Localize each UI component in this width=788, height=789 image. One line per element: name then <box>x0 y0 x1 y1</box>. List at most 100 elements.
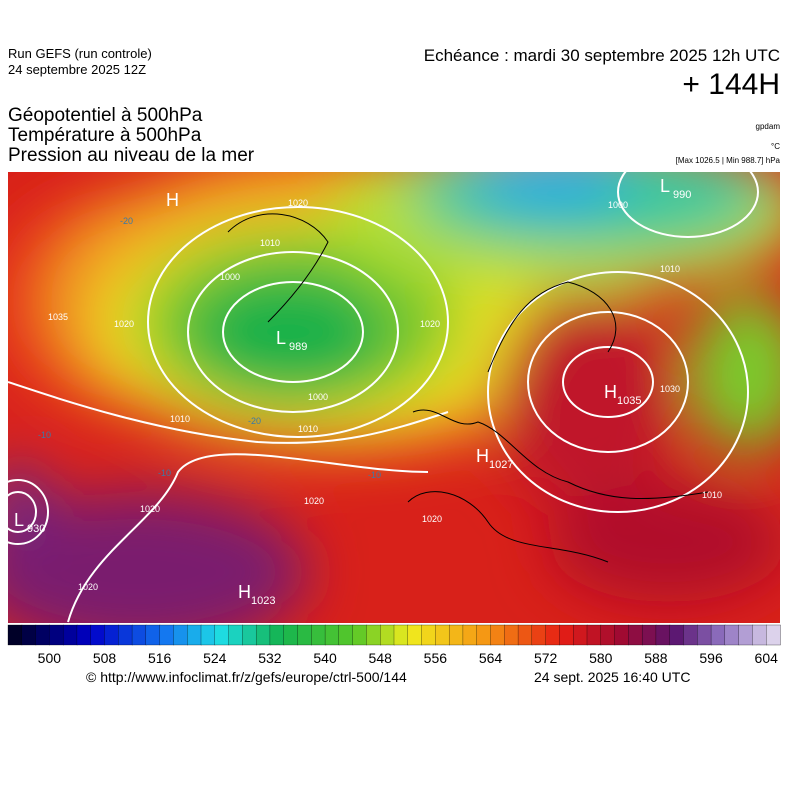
source-url[interactable]: © http://www.infoclimat.fr/z/gefs/europe… <box>86 669 407 685</box>
center-value: 930 <box>27 523 45 535</box>
contour-label: 1020 <box>422 514 442 524</box>
colorbar-cell <box>311 624 326 646</box>
center-letter: H <box>238 582 251 602</box>
colorbar-cell <box>421 624 437 646</box>
colorbar-cell <box>173 624 188 646</box>
colorbar-label: 524 <box>203 650 227 666</box>
center-value: 1035 <box>617 395 641 407</box>
colorbar-cell <box>710 624 726 646</box>
contour-label: 1020 <box>288 198 308 208</box>
colorbar-label: 500 <box>38 650 62 666</box>
field: Géopotentiel à 500hPa <box>8 105 203 126</box>
colorbar-cell <box>49 624 64 646</box>
colorbar-cell <box>573 624 588 646</box>
colorbar-cell <box>545 624 561 646</box>
contour-label: 1000 <box>308 392 328 402</box>
colorbar-cell <box>462 624 478 646</box>
contour-label: -10 <box>158 468 171 478</box>
colorbar-cell <box>297 624 312 646</box>
colorbar-cell <box>76 624 92 646</box>
colorbar-cell <box>338 624 354 646</box>
colorbar-label: 532 <box>258 650 282 666</box>
colorbar-cell <box>738 624 754 646</box>
colorbar-cell <box>490 624 505 646</box>
colorbar-cell <box>159 624 175 646</box>
contour-label: 1010 <box>660 264 680 274</box>
colorbar-cell <box>697 624 712 646</box>
colorbar-cell <box>407 624 423 646</box>
colorbar-cell <box>255 624 271 646</box>
colorbar-cell <box>200 624 216 646</box>
contour-label: 1000 <box>220 272 240 282</box>
contour-label: 1020 <box>140 504 160 514</box>
colorbar-cell <box>669 624 685 646</box>
center-value: 990 <box>673 189 691 201</box>
colorbar-cell <box>766 624 781 646</box>
colorbar-cell <box>435 624 450 646</box>
colorbar-cell <box>21 624 37 646</box>
colorbar-cell <box>683 624 698 646</box>
colorbar-cell <box>476 624 492 646</box>
colorbar-cell <box>366 624 381 646</box>
contour-label: 1010 <box>260 238 280 248</box>
run: Run GEFS (run controle) <box>8 46 152 61</box>
contour-label: 1020 <box>78 582 98 592</box>
colorbar-cell <box>448 624 464 646</box>
colorbar-cell <box>118 624 133 646</box>
colorbar-cell <box>724 624 740 646</box>
colorbar-cell <box>7 624 23 646</box>
center-value: 1027 <box>489 459 513 471</box>
colorbar-label: 516 <box>148 650 172 666</box>
colorbar-label: 540 <box>313 650 337 666</box>
center-value: 989 <box>289 341 307 353</box>
contour-label: -10 <box>38 430 51 440</box>
center-letter: L <box>276 328 286 348</box>
colorbar-cell <box>559 624 574 646</box>
colorbar-label: 564 <box>479 650 503 666</box>
center-value: 1023 <box>251 595 275 607</box>
colorbar-cell <box>517 624 533 646</box>
colorbar-cell <box>228 624 244 646</box>
field: Pression au niveau de la mer <box>8 145 255 166</box>
colorbar-cell <box>504 624 519 646</box>
colorbar-cell <box>531 624 547 646</box>
contour-label: 1010 <box>298 424 318 434</box>
contour-label: -20 <box>248 416 261 426</box>
colorbar-label: 604 <box>755 650 779 666</box>
colorbar-label: 588 <box>644 650 668 666</box>
center-letter: H <box>604 382 617 402</box>
colorbar: 500 508 516 524 532 540 548 556 564 572 580 588 596 6… <box>7 624 781 666</box>
footer-date: 24 sept. 2025 16:40 UTC <box>534 669 691 685</box>
colorbar-label: 596 <box>699 650 723 666</box>
colorbar-cell <box>35 624 51 646</box>
center-letter: L <box>14 510 24 530</box>
colorbar-cell <box>104 624 119 646</box>
colorbar-cell <box>393 624 409 646</box>
colorbar-cell <box>62 624 78 646</box>
center-letter: H <box>166 190 179 210</box>
contour-label: 1020 <box>304 496 324 506</box>
contour-label: 1030 <box>660 384 680 394</box>
colorbar-label: 556 <box>424 650 448 666</box>
lead-time: + 144H <box>682 68 780 101</box>
colorbar-cell <box>641 624 657 646</box>
colorbar-cell <box>242 624 257 646</box>
colorbar-cell <box>283 624 299 646</box>
colorbar-cell <box>214 624 230 646</box>
contour-label: 1020 <box>420 319 440 329</box>
colorbar-cell <box>324 624 340 646</box>
colorbar-cell <box>90 624 106 646</box>
contour-label: -20 <box>120 216 133 226</box>
center-letter: H <box>476 446 489 466</box>
center-letter: L <box>660 176 670 196</box>
colorbar-cell <box>586 624 602 646</box>
colorbar-cell <box>187 624 202 646</box>
field: Température à 500hPa <box>8 125 202 146</box>
contour-label: 1010 <box>702 490 722 500</box>
contour-label: -10 <box>368 470 381 480</box>
colorbar-cell <box>614 624 630 646</box>
colorbar-cell <box>600 624 616 646</box>
unit: °C <box>771 142 780 151</box>
